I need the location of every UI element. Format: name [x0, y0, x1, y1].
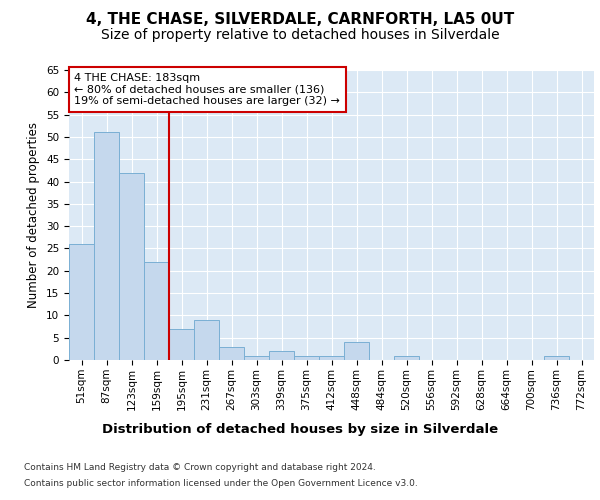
Bar: [294, 356, 319, 360]
Bar: [119, 172, 144, 360]
Bar: [244, 356, 269, 360]
Bar: [319, 356, 344, 360]
Bar: [69, 244, 94, 360]
Text: Distribution of detached houses by size in Silverdale: Distribution of detached houses by size …: [102, 422, 498, 436]
Text: 4 THE CHASE: 183sqm
← 80% of detached houses are smaller (136)
19% of semi-detac: 4 THE CHASE: 183sqm ← 80% of detached ho…: [74, 73, 340, 106]
Text: Contains HM Land Registry data © Crown copyright and database right 2024.: Contains HM Land Registry data © Crown c…: [24, 462, 376, 471]
Text: 4, THE CHASE, SILVERDALE, CARNFORTH, LA5 0UT: 4, THE CHASE, SILVERDALE, CARNFORTH, LA5…: [86, 12, 514, 28]
Bar: [544, 356, 569, 360]
Bar: [219, 346, 244, 360]
Bar: [344, 342, 369, 360]
Bar: [144, 262, 169, 360]
Text: Contains public sector information licensed under the Open Government Licence v3: Contains public sector information licen…: [24, 479, 418, 488]
Bar: [394, 356, 419, 360]
Bar: [269, 351, 294, 360]
Y-axis label: Number of detached properties: Number of detached properties: [28, 122, 40, 308]
Bar: [94, 132, 119, 360]
Bar: [194, 320, 219, 360]
Text: Size of property relative to detached houses in Silverdale: Size of property relative to detached ho…: [101, 28, 499, 42]
Bar: [169, 329, 194, 360]
